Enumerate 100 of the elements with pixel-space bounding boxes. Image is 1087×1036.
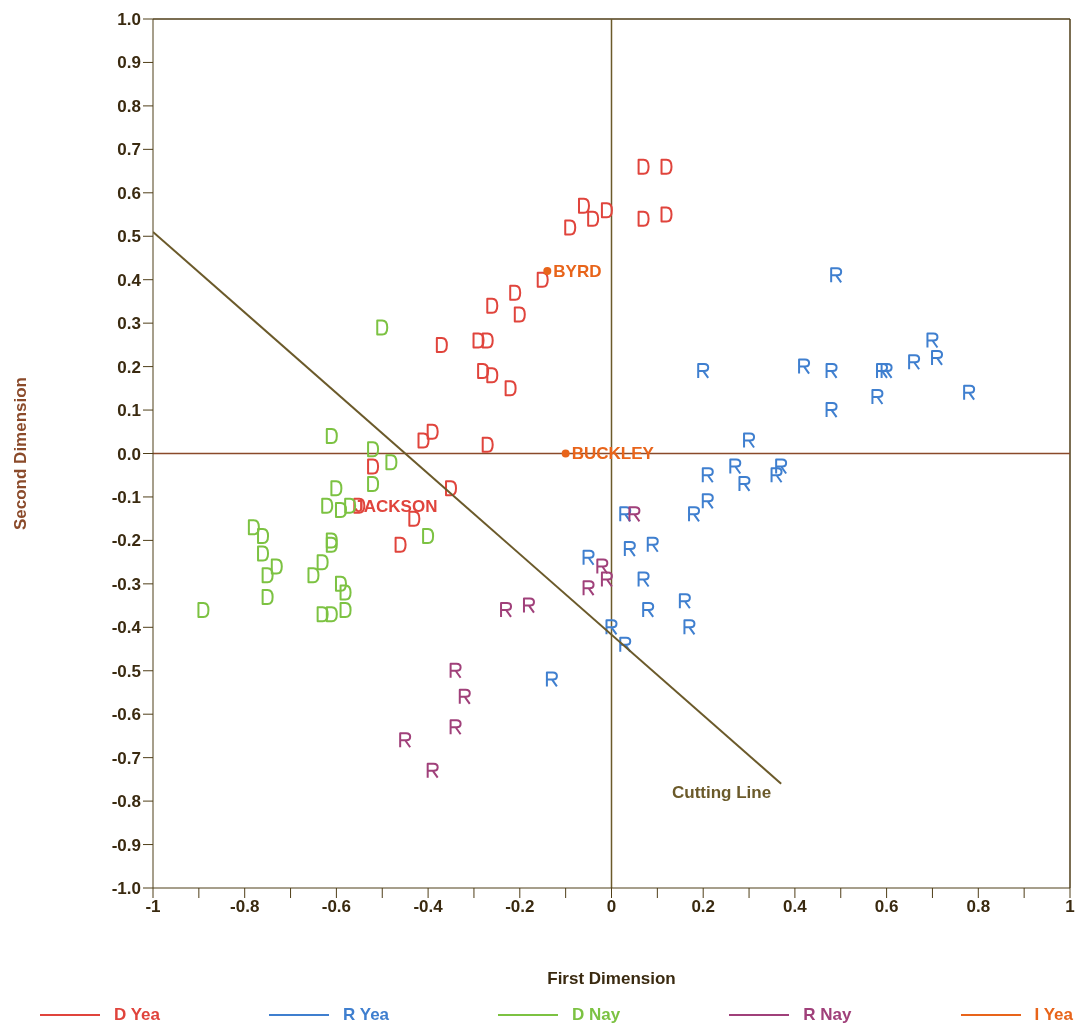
- point: [394, 536, 407, 553]
- y-tick-label: -1.0: [111, 879, 141, 899]
- point: [798, 358, 811, 375]
- point: [486, 297, 499, 314]
- point: [683, 619, 696, 636]
- point: [701, 467, 714, 484]
- point: [458, 688, 471, 705]
- data-label: BYRD: [553, 261, 602, 281]
- point: [449, 719, 462, 736]
- point: [334, 575, 347, 592]
- point: [738, 475, 751, 492]
- x-tick-label: -0.2: [505, 897, 535, 917]
- point: [270, 558, 283, 575]
- point: [605, 619, 618, 636]
- point: [619, 636, 632, 653]
- x-axis-title: First Dimension: [547, 969, 676, 988]
- legend-label: R Nay: [803, 1005, 852, 1025]
- point: [325, 606, 338, 623]
- point: [688, 506, 701, 523]
- point: [261, 588, 274, 605]
- point: [422, 528, 435, 545]
- point: [513, 306, 526, 323]
- x-tick-label: -1: [145, 897, 161, 917]
- point: [376, 319, 389, 336]
- y-axis-title: Second Dimension: [11, 376, 31, 531]
- y-tick-label: -0.1: [111, 487, 141, 507]
- y-tick-label: 0.3: [117, 314, 141, 334]
- point: [876, 362, 889, 379]
- point: [582, 549, 595, 566]
- point: [582, 580, 595, 597]
- y-tick-label: 0.4: [117, 270, 142, 290]
- x-tick-label: -0.4: [413, 897, 444, 917]
- legend-label: D Yea: [114, 1005, 161, 1025]
- y-tick-label: 0.2: [117, 357, 141, 377]
- point: [504, 380, 517, 397]
- point: [743, 432, 756, 449]
- point: [486, 367, 499, 384]
- point: [642, 601, 655, 618]
- point: [417, 432, 430, 449]
- point: [543, 267, 552, 276]
- y-tick-label: 0.7: [117, 140, 141, 160]
- point: [825, 402, 838, 419]
- point: [825, 362, 838, 379]
- y-tick-label: 0.6: [117, 183, 141, 203]
- point: [325, 532, 338, 549]
- x-tick-label: 0.2: [691, 897, 716, 917]
- point: [561, 449, 570, 458]
- y-tick-label: 0.8: [117, 96, 141, 116]
- point: [545, 671, 558, 688]
- point: [830, 267, 843, 284]
- point: [619, 506, 632, 523]
- y-tick-label: 0.0: [117, 444, 141, 464]
- point: [321, 497, 334, 514]
- y-tick-label: 0.5: [117, 227, 141, 247]
- point: [596, 558, 609, 575]
- x-tick-label: 0: [606, 897, 617, 917]
- x-tick-label: 0.4: [783, 897, 808, 917]
- point: [646, 536, 659, 553]
- point: [522, 597, 535, 614]
- point: [729, 458, 742, 475]
- legend-label: D Nay: [572, 1005, 621, 1025]
- point: [247, 519, 260, 536]
- x-tick-label: 1: [1065, 897, 1075, 917]
- point: [770, 467, 783, 484]
- point: [197, 601, 210, 618]
- y-tick-label: -0.3: [111, 574, 141, 594]
- y-tick-label: -0.7: [111, 748, 141, 768]
- legend-label: I Yea: [1034, 1005, 1073, 1025]
- point: [697, 362, 710, 379]
- point: [660, 158, 673, 175]
- point: [587, 210, 600, 227]
- point: [399, 732, 412, 749]
- point: [472, 332, 485, 349]
- point: [257, 528, 270, 545]
- y-tick-label: -0.4: [111, 618, 142, 638]
- point: [931, 349, 944, 366]
- y-tick-label: -0.5: [111, 661, 141, 681]
- point: [481, 332, 494, 349]
- point: [637, 158, 650, 175]
- point: [325, 428, 338, 445]
- point: [509, 284, 522, 301]
- point: [908, 354, 921, 371]
- x-tick-label: 0.6: [874, 897, 899, 917]
- point: [637, 571, 650, 588]
- point: [426, 423, 439, 440]
- series-label: Cutting Line: [671, 782, 772, 802]
- point: [261, 567, 274, 584]
- point: [445, 480, 458, 497]
- point: [325, 536, 338, 553]
- point: [339, 584, 352, 601]
- x-tick-label: 0.8: [966, 897, 991, 917]
- point: [426, 762, 439, 779]
- point: [339, 601, 352, 618]
- point: [926, 332, 939, 349]
- x-tick-label: -0.6: [321, 897, 352, 917]
- point: [600, 571, 613, 588]
- point: [628, 506, 641, 523]
- point: [577, 197, 590, 214]
- y-tick-label: -0.2: [111, 531, 141, 551]
- point: [678, 593, 691, 610]
